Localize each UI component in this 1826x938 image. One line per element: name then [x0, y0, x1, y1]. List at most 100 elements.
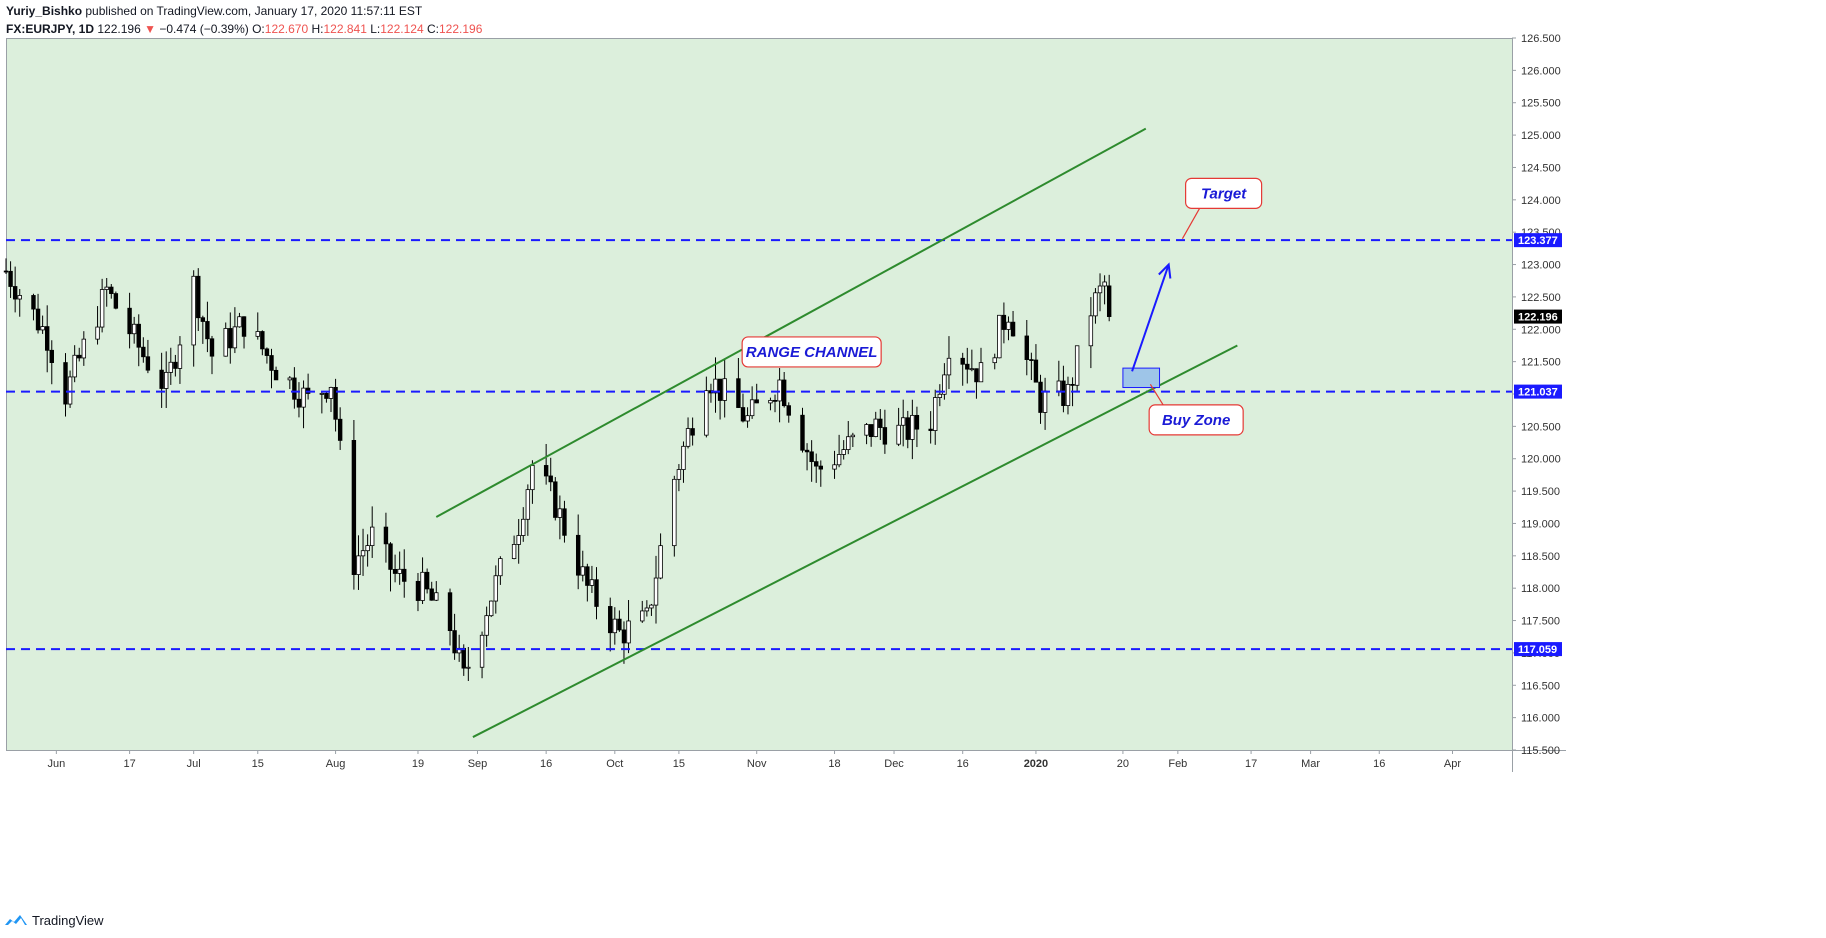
- candle-bearish: [388, 543, 393, 570]
- candle-bullish: [653, 577, 659, 606]
- footer-brand-text: TradingView: [32, 912, 104, 928]
- close-label: C:: [426, 22, 439, 36]
- candle-bearish: [49, 349, 54, 363]
- candle-bearish: [585, 566, 590, 586]
- candle-bearish: [127, 307, 132, 335]
- price-change: −0.474 (−0.39%): [159, 22, 249, 36]
- x-tick-label: 15: [673, 758, 685, 770]
- candle-bullish: [946, 357, 952, 376]
- x-tick-label: 2020: [1024, 758, 1048, 770]
- price-chart[interactable]: 115.500116.000116.500117.000117.500118.0…: [0, 0, 1826, 910]
- candle-bullish: [360, 550, 366, 557]
- candle-bearish: [452, 630, 457, 654]
- candle-bullish: [713, 378, 718, 394]
- candle-bearish: [974, 368, 979, 383]
- y-tick-label: 122.000: [1521, 324, 1561, 336]
- channel-line-upper: [435, 127, 1147, 518]
- x-tick-label: 17: [123, 758, 135, 770]
- candle-bullish: [168, 361, 173, 373]
- candle-bearish: [31, 295, 36, 310]
- candle-bullish: [580, 566, 585, 576]
- x-tick-label: Mar: [1301, 758, 1320, 770]
- candle-bullish: [768, 399, 773, 404]
- y-tick-label: 119.500: [1521, 486, 1560, 498]
- candle-bearish: [781, 379, 787, 407]
- candle-bearish: [1033, 359, 1039, 383]
- level-price-tag: [1514, 384, 1562, 399]
- candle-bearish: [292, 377, 297, 400]
- candle-bearish: [1024, 335, 1029, 360]
- candle-bearish: [928, 428, 933, 431]
- candle-bearish: [882, 427, 888, 445]
- x-tick-label: 18: [828, 758, 840, 770]
- candle-bullish: [1088, 315, 1094, 347]
- candle-bullish: [1056, 380, 1062, 392]
- callout-text: Target: [1201, 185, 1247, 202]
- candle-bearish: [868, 424, 874, 437]
- candle-bullish: [525, 489, 531, 520]
- candle-bullish: [978, 362, 984, 383]
- y-tick-label: 116.000: [1521, 713, 1560, 725]
- footer-brand[interactable]: TradingView: [4, 911, 104, 929]
- callout-box: [1148, 404, 1244, 436]
- candle-bearish: [553, 481, 558, 518]
- candle-bullish: [17, 295, 22, 300]
- x-tick-label: 17: [1245, 758, 1257, 770]
- callout-pointer: [1181, 208, 1201, 239]
- candle-bullish: [489, 600, 494, 617]
- x-tick-label: 19: [412, 758, 424, 770]
- candle-bearish: [543, 465, 549, 477]
- candle-bullish: [370, 526, 375, 547]
- candle-bearish: [415, 580, 421, 601]
- x-tick-label: Apr: [1444, 758, 1461, 770]
- candle-bullish: [676, 469, 682, 480]
- candle-bullish: [777, 379, 782, 402]
- channel-line-lower: [472, 344, 1238, 738]
- candle-bullish: [722, 378, 727, 401]
- candle-bearish: [77, 354, 82, 359]
- y-tick-label: 122.500: [1521, 292, 1561, 304]
- candle-bullish: [516, 535, 521, 545]
- candle-bullish: [1074, 345, 1080, 386]
- candle-bearish: [200, 317, 206, 322]
- candles-group: [3, 258, 1112, 681]
- candle-bearish: [548, 475, 553, 483]
- candle-bearish: [402, 568, 407, 582]
- candle-bullish: [589, 579, 595, 586]
- candle-bullish: [72, 354, 77, 378]
- candle-bullish: [521, 518, 526, 536]
- candle-bullish: [493, 575, 498, 602]
- candle-bearish: [772, 399, 778, 402]
- candle-bearish: [241, 316, 247, 337]
- level-price-label: 121.037: [1518, 387, 1558, 399]
- x-tick-label: 16: [1373, 758, 1385, 770]
- candle-bullish: [644, 607, 650, 612]
- candle-bullish: [81, 338, 87, 359]
- x-tick-label: Dec: [884, 758, 904, 770]
- candle-bullish: [997, 314, 1002, 359]
- candle-bullish: [40, 326, 45, 331]
- high-label: H:: [311, 22, 324, 36]
- x-tick-label: Sep: [468, 758, 488, 770]
- candle-bearish: [173, 361, 178, 369]
- y-tick-label: 125.000: [1521, 130, 1561, 142]
- x-tick-label: 20: [1117, 758, 1129, 770]
- callout-pointer: [1149, 383, 1164, 406]
- x-tick-label: Aug: [326, 758, 346, 770]
- candle-bearish: [63, 362, 68, 405]
- candle-bullish: [873, 418, 878, 437]
- candle-bullish: [612, 618, 618, 634]
- candle-bearish: [205, 321, 210, 340]
- candle-bullish: [836, 454, 842, 466]
- candle-bullish: [557, 508, 563, 518]
- tradingview-logo-icon: [5, 915, 27, 925]
- candle-bearish: [260, 331, 265, 350]
- y-tick-label: 115.500: [1521, 745, 1560, 757]
- x-tick-label: Feb: [1168, 758, 1187, 770]
- author-name[interactable]: Yuriy_Bishko: [6, 4, 83, 18]
- y-tick-label: 123.000: [1521, 260, 1561, 272]
- candle-bearish: [392, 569, 398, 574]
- candle-bullish: [745, 415, 750, 422]
- candle-bearish: [608, 606, 613, 634]
- y-tick-label: 126.000: [1521, 65, 1561, 77]
